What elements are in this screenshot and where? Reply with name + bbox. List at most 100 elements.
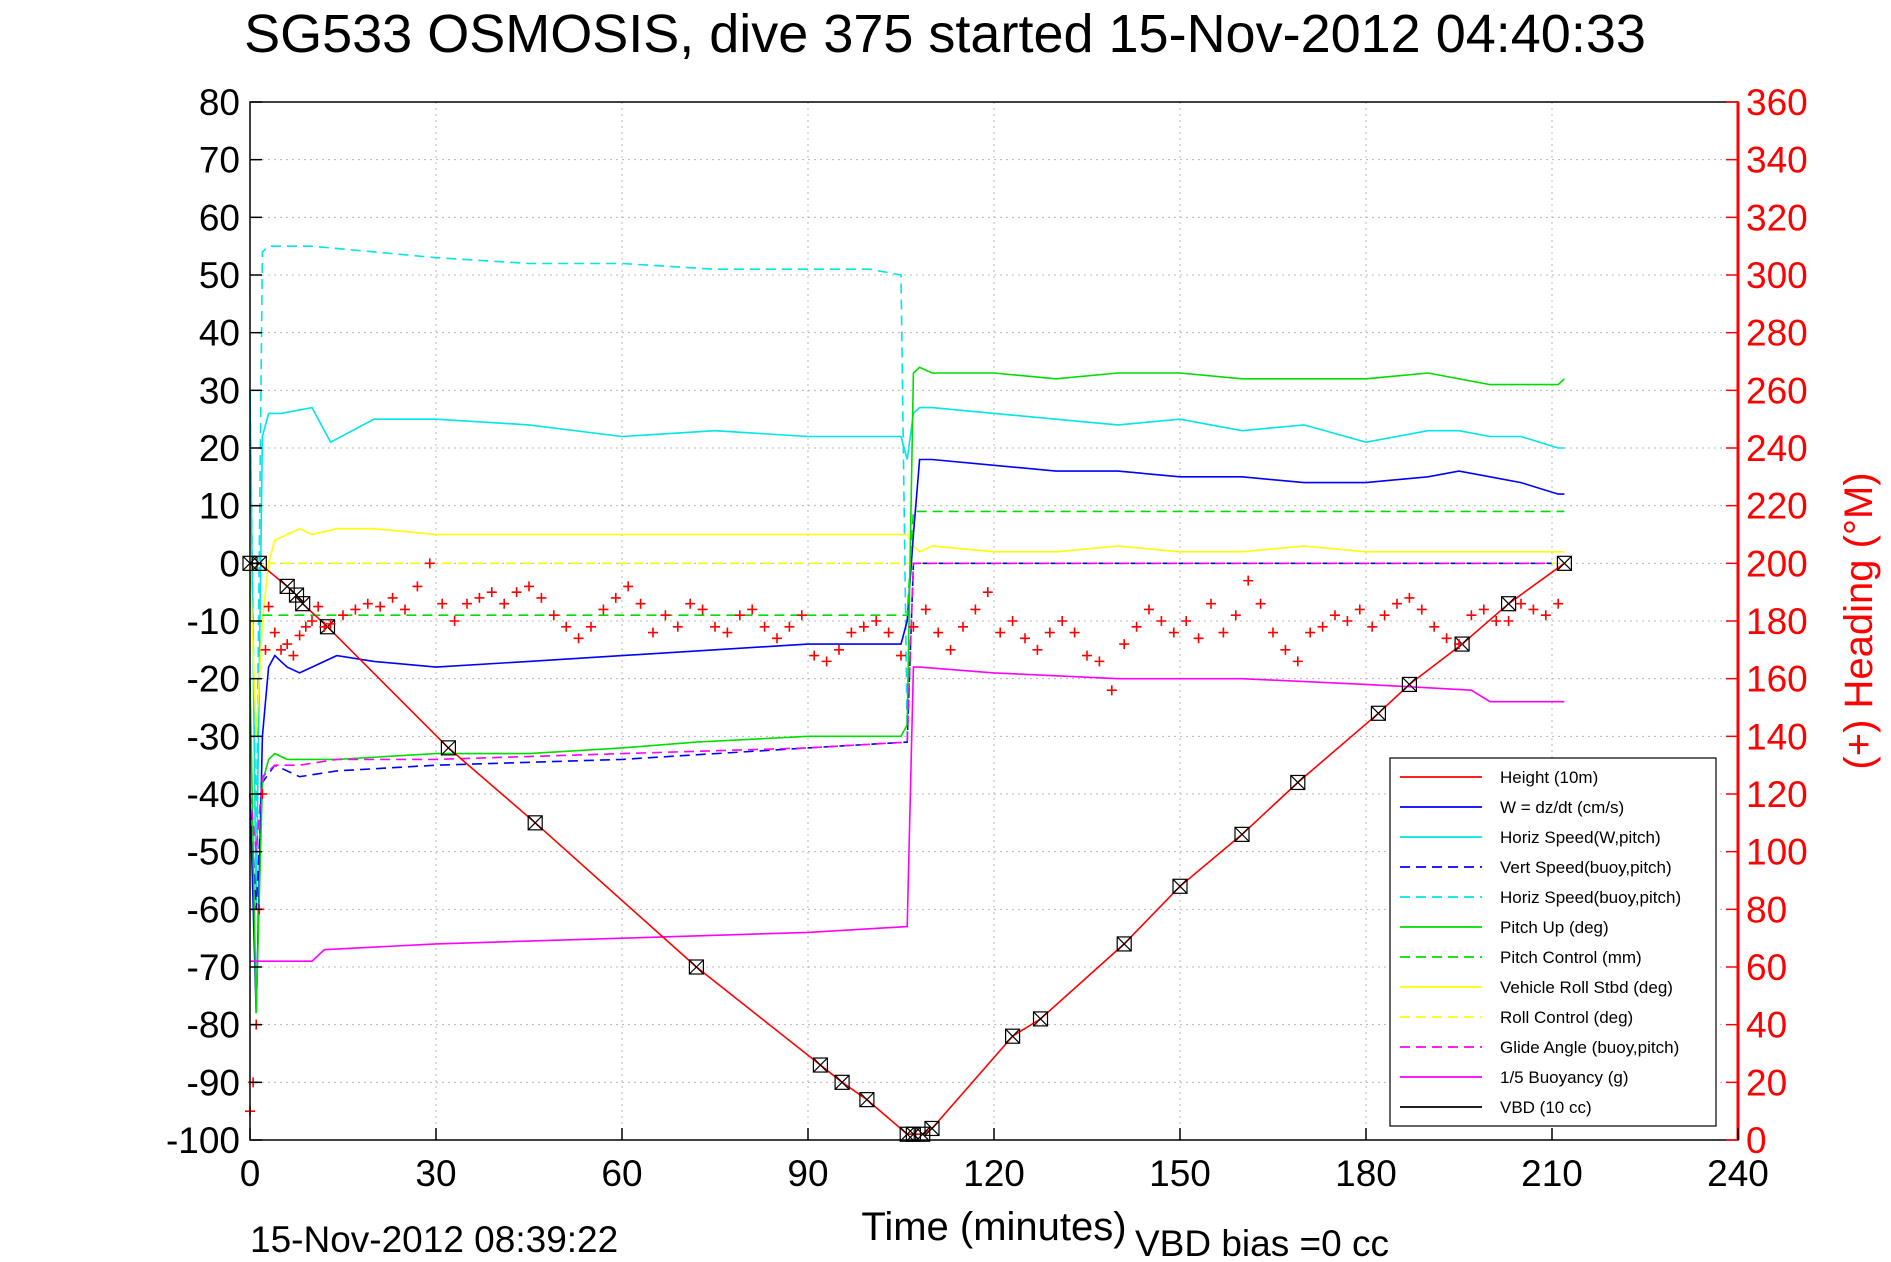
heading-point — [260, 644, 271, 655]
height-marker-cross — [289, 587, 304, 603]
y2-tick-label: 20 — [1746, 1062, 1787, 1103]
heading-point — [1429, 621, 1440, 632]
heading-point — [424, 558, 435, 569]
y-tick-label: 80 — [199, 82, 240, 123]
height-marker-box — [1004, 1028, 1021, 1044]
height-marker — [812, 1057, 829, 1073]
heading-point — [747, 604, 758, 615]
y2-tick-label: 60 — [1746, 947, 1787, 988]
height-marker-cross — [1401, 677, 1417, 692]
y-tick-label: -70 — [187, 947, 240, 988]
height-marker-cross — [1556, 555, 1572, 571]
heading-point — [1268, 627, 1278, 638]
heading-point — [1392, 598, 1402, 609]
height-marker-cross — [899, 1126, 915, 1142]
y2-tick-label: 160 — [1746, 659, 1808, 700]
heading-point — [722, 627, 733, 638]
left-axis-ticks: 80 70 60 50 40 30 20 10 0 -10 -20 -30 -40 -50 -60 -70 -8… — [166, 82, 262, 1161]
heading-point — [1491, 616, 1502, 626]
heading-point — [1144, 604, 1154, 615]
y2-tick-label: 240 — [1746, 428, 1808, 469]
y2-tick-label: 180 — [1746, 601, 1808, 642]
y-tick-label: -30 — [187, 716, 240, 757]
height-marker-box — [1172, 878, 1188, 894]
x-tick-label: 0 — [240, 1153, 261, 1194]
heading-point — [319, 621, 330, 632]
chart-title: SG533 OSMOSIS, dive 375 started 15-Nov-2… — [244, 4, 1646, 64]
x-tick-label: 60 — [601, 1153, 642, 1194]
height-marker-box — [859, 1092, 875, 1108]
height-marker — [1290, 774, 1306, 791]
x-tick-label: 30 — [415, 1153, 456, 1194]
heading-point — [474, 592, 485, 603]
heading-point — [462, 598, 472, 609]
heading-point — [412, 581, 423, 592]
heading-point — [437, 598, 448, 609]
heading-point — [1528, 604, 1539, 615]
heading-point — [1516, 598, 1526, 609]
heading-point — [362, 598, 373, 609]
y2-tick-label: 260 — [1746, 370, 1808, 411]
height-marker-box — [1556, 555, 1573, 571]
height-marker — [859, 1092, 875, 1108]
height-marker-cross — [859, 1092, 875, 1108]
heading-point — [294, 630, 305, 641]
heading-point — [896, 650, 906, 661]
y-tick-label: 0 — [219, 543, 240, 584]
heading-point — [282, 639, 293, 650]
y-tick-label: -80 — [187, 1005, 240, 1046]
heading-point — [1218, 627, 1229, 638]
heading-point — [573, 633, 584, 644]
heading-point — [1342, 616, 1353, 626]
heading-point — [920, 604, 931, 615]
height-marker — [688, 959, 705, 975]
heading-point — [387, 592, 398, 603]
heading-point — [759, 621, 770, 632]
height-marker — [288, 587, 305, 603]
y2-tick-label: 320 — [1746, 197, 1808, 238]
heading-point — [1044, 627, 1055, 638]
heading-point — [1243, 575, 1254, 586]
legend-label: 1/5 Buoyancy (g) — [1500, 1068, 1629, 1087]
height-marker-box — [1500, 596, 1517, 612]
heading-point — [300, 621, 311, 632]
heading-point — [1255, 598, 1266, 609]
height-marker-cross — [812, 1057, 828, 1073]
heading-point — [784, 621, 795, 632]
height-marker-cross — [1172, 878, 1188, 894]
x-axis-label: Time (minutes) — [861, 1205, 1126, 1249]
heading-point — [1404, 592, 1415, 603]
heading-point — [846, 627, 857, 638]
y2-tick-label: 40 — [1746, 1005, 1787, 1046]
y2-tick-label: 100 — [1746, 832, 1808, 873]
heading-point — [1119, 639, 1130, 650]
heading-point — [586, 621, 596, 632]
heading-point — [486, 587, 497, 598]
heading-point — [524, 581, 534, 592]
height-marker-cross — [834, 1074, 850, 1090]
height-marker-cross — [1005, 1028, 1021, 1044]
heading-point — [350, 604, 361, 615]
heading-point — [908, 621, 919, 632]
height-marker-box — [288, 587, 305, 603]
heading-point — [710, 621, 720, 632]
heading-point — [685, 598, 696, 609]
y2-tick-label: 220 — [1746, 486, 1808, 527]
heading-point — [1454, 639, 1464, 650]
y2-tick-label: 280 — [1746, 313, 1808, 354]
heading-point — [1330, 610, 1340, 621]
x-tick-label: 210 — [1521, 1153, 1583, 1194]
height-marker-cross — [924, 1121, 940, 1136]
height-marker-box — [527, 815, 543, 831]
series-line-horiz-speed-w-pitch — [249, 390, 1565, 910]
heading-point — [970, 604, 981, 615]
series-line-1-5-buoyancy-g — [250, 666, 1565, 963]
right-axis-ticks: 3603403203002802602402202001801601401201… — [1726, 82, 1808, 1161]
height-marker-box — [1290, 774, 1306, 791]
y-tick-label: -10 — [187, 601, 240, 642]
heading-point — [307, 616, 317, 626]
y2-tick-label: 120 — [1746, 774, 1808, 815]
heading-point — [1181, 616, 1192, 626]
height-marker — [527, 815, 543, 831]
heading-point — [1131, 621, 1142, 632]
